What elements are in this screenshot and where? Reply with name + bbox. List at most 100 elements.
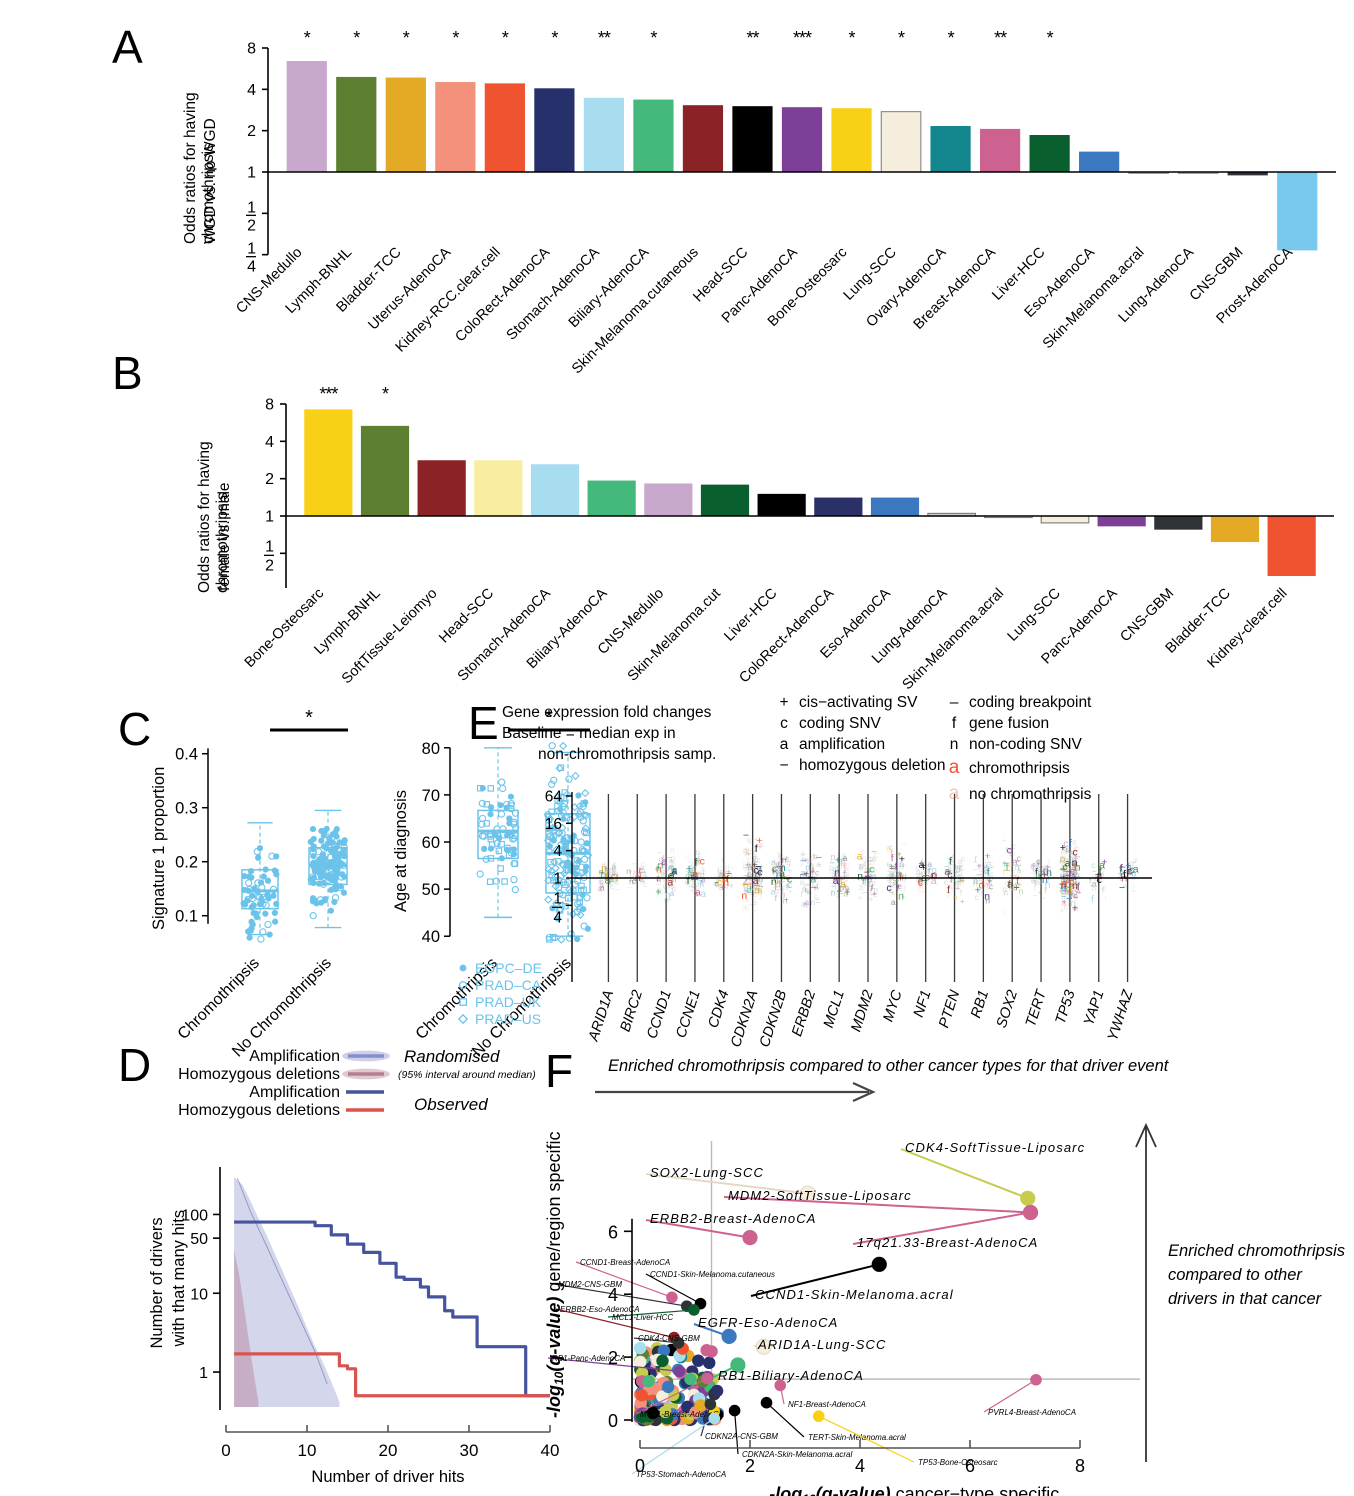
data-point (248, 918, 255, 925)
data-point (495, 847, 503, 855)
expression-marker: − (959, 860, 964, 870)
svg-text:ColoRect-AdenoCA: ColoRect-AdenoCA (736, 585, 837, 686)
expression-marker: n (717, 866, 722, 876)
expression-marker: + (1045, 861, 1050, 871)
expression-marker: − (751, 883, 757, 895)
expression-marker: + (800, 849, 805, 859)
expression-marker: c (895, 871, 900, 881)
svg-text:RB1: RB1 (968, 988, 992, 1020)
expression-marker: f (987, 867, 990, 879)
xlabel-3: Uterus-AdenoCA (365, 244, 454, 333)
expression-marker: c (830, 855, 835, 865)
svg-text:-log10(q-value) gene/region s: -log10(q-value) gene/region specific (544, 1132, 566, 1418)
expression-marker: c (777, 869, 782, 879)
expression-marker: – (922, 859, 927, 869)
expression-marker: + (754, 879, 759, 889)
expression-marker: f (1034, 883, 1037, 893)
xlabel-15: CNS-GBM (1117, 586, 1177, 646)
scatter-point-labeled (1020, 1190, 1036, 1206)
panel-d-xtick: 0 (221, 1441, 230, 1460)
expression-marker: + (777, 877, 783, 889)
expression-marker: − (809, 855, 814, 865)
data-point (550, 826, 558, 834)
expression-marker: n (657, 860, 663, 872)
expression-marker: + (1039, 866, 1044, 876)
expression-marker: − (1095, 869, 1101, 881)
expression-marker: + (1076, 871, 1081, 881)
expression-marker: c (1073, 883, 1078, 893)
expression-marker: f (959, 876, 962, 886)
gene-label-ERBB2: ERBB2 (789, 988, 819, 1038)
expression-marker: f (779, 863, 782, 873)
expression-marker: + (690, 870, 695, 880)
expression-marker: c (1035, 862, 1040, 872)
expression-marker: − (1066, 882, 1071, 892)
expression-marker: a (919, 859, 925, 871)
expression-marker: n (862, 853, 867, 863)
expression-marker: n (1073, 877, 1078, 887)
expression-marker: – (976, 878, 981, 888)
expression-marker: n (953, 892, 958, 902)
expression-marker: f (1122, 869, 1125, 879)
expression-marker: + (729, 870, 734, 880)
expression-marker: c (693, 859, 698, 869)
expression-marker: n (672, 859, 677, 869)
expression-marker: + (726, 866, 731, 876)
expression-marker: + (843, 881, 848, 891)
expression-marker: − (670, 866, 675, 876)
expression-marker: f (981, 879, 984, 891)
expression-marker: + (598, 871, 603, 881)
expression-marker: + (1033, 866, 1038, 876)
expression-marker: a (1068, 888, 1073, 898)
panel-f-ylabel: -log10(q-value) gene/region specific (544, 1132, 566, 1418)
data-point (568, 909, 578, 919)
expression-marker: f (986, 864, 989, 874)
expression-marker: a (718, 869, 723, 879)
expression-marker: c (746, 835, 751, 845)
expression-marker: a (721, 869, 726, 879)
bar-4 (530, 464, 580, 517)
expression-marker: – (773, 882, 778, 892)
expression-marker: − (973, 857, 978, 867)
expression-marker: n (974, 876, 979, 886)
expression-marker: f (1065, 888, 1068, 898)
svg-text:Stomach-AdenoCA: Stomach-AdenoCA (504, 244, 603, 343)
expression-marker: – (1063, 865, 1069, 877)
expression-marker: n (864, 872, 869, 882)
panel-d-xlabel: Number of driver hits (311, 1468, 464, 1486)
expression-marker: + (1012, 870, 1017, 880)
expression-marker: c (1060, 853, 1065, 865)
expression-marker: n (1014, 879, 1019, 889)
expression-marker: − (918, 882, 923, 892)
expression-marker: f (1004, 845, 1007, 855)
expression-marker: a (700, 864, 705, 874)
expression-marker: – (695, 868, 700, 878)
expression-marker: − (858, 880, 863, 890)
expression-marker: n (845, 859, 850, 869)
leader-line (553, 1283, 687, 1307)
data-point (507, 849, 516, 857)
expression-marker: c (699, 874, 704, 884)
expression-marker: n (1006, 844, 1011, 854)
leader-line (723, 1196, 1031, 1214)
expression-marker: – (946, 866, 951, 876)
expression-marker: – (669, 876, 674, 886)
panel-f-ytick: 2 (608, 1348, 618, 1368)
expression-marker: − (816, 859, 821, 869)
expression-marker: − (745, 850, 750, 860)
data-point (577, 887, 585, 894)
data-point (269, 885, 278, 894)
expression-marker: − (743, 830, 749, 842)
legend-label-1: PRAD–CA (475, 977, 542, 993)
expression-marker: n (1035, 869, 1040, 879)
expression-marker: a (1071, 856, 1076, 866)
data-point (584, 925, 591, 932)
expression-marker: c (662, 881, 667, 891)
expression-marker: − (1044, 883, 1049, 893)
expression-marker: n (864, 858, 869, 868)
expression-marker: − (1061, 891, 1066, 901)
scatter-point-labeled (742, 1230, 758, 1246)
expression-marker: + (787, 865, 792, 875)
expression-marker: − (891, 879, 896, 889)
data-point (341, 851, 348, 858)
